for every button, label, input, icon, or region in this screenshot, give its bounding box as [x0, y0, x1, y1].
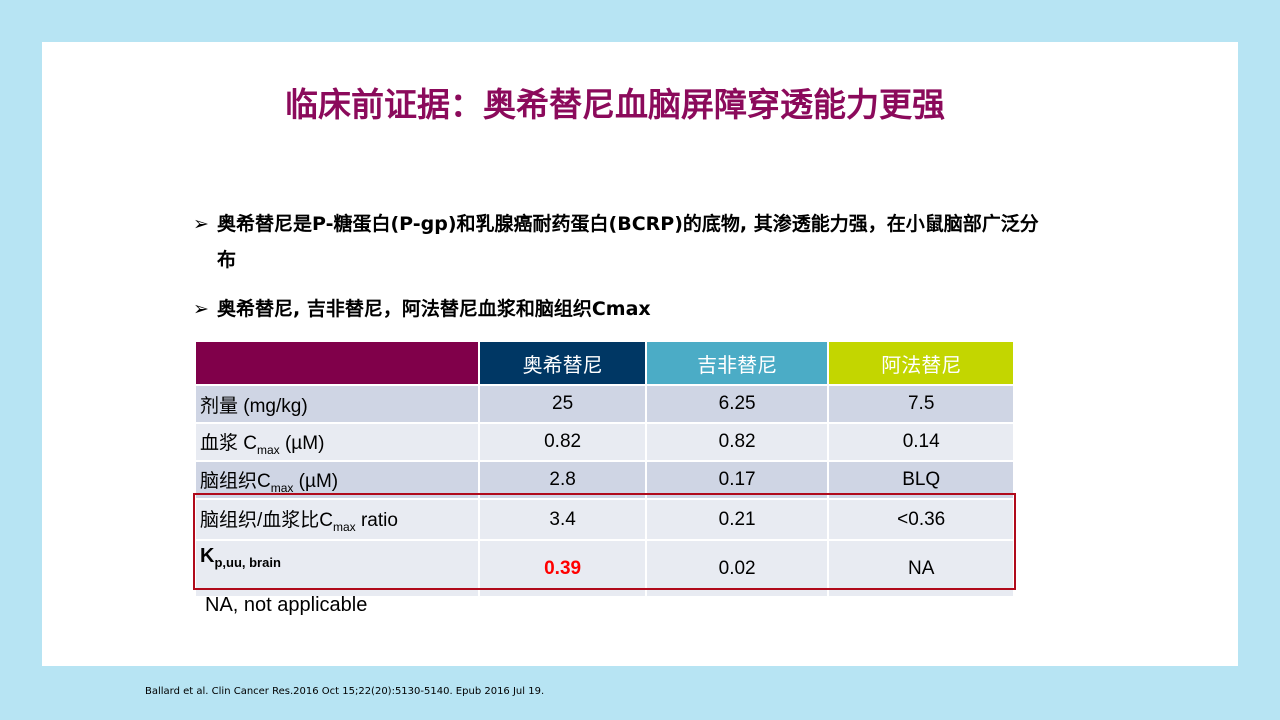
table-row: 血浆 Cmax (µM) 0.82 0.82 0.14: [193, 422, 1015, 462]
row-label: 脑组织/血浆比Cmax ratio: [193, 498, 481, 541]
row-label: 脑组织Cmax (µM): [193, 460, 481, 500]
cell: 2.8: [478, 460, 647, 500]
bullet-1: ➢ 奥希替尼是P-糖蛋白(P-gp)和乳腺癌耐药蛋白(BCRP)的底物, 其渗透能…: [193, 206, 1047, 278]
header-gefitinib: 吉非替尼: [644, 340, 830, 386]
cell: 0.17: [644, 460, 830, 500]
cell: <0.36: [827, 498, 1015, 541]
header-cell: [193, 340, 481, 386]
cell: 0.21: [644, 498, 830, 541]
header-afatinib: 阿法替尼: [827, 340, 1015, 386]
bullet-text: 奥希替尼是P-糖蛋白(P-gp)和乳腺癌耐药蛋白(BCRP)的底物, 其渗透能力…: [217, 213, 1039, 271]
cmax-table: 奥希替尼 吉非替尼 阿法替尼 剂量 (mg/kg) 25 6.25 7.5 血浆…: [193, 340, 1015, 598]
row-label: 剂量 (mg/kg): [193, 384, 481, 424]
table-row: 剂量 (mg/kg) 25 6.25 7.5: [193, 384, 1015, 424]
row-label: Kp,uu, brain: [193, 539, 481, 598]
slide-title: 临床前证据：奥希替尼血脑屏障穿透能力更强: [285, 85, 945, 124]
row-label: 血浆 Cmax (µM): [193, 422, 481, 462]
arrow-bullet-icon: ➢: [193, 298, 209, 320]
table-row: Kp,uu, brain 0.39 0.02 NA: [193, 539, 1015, 598]
bullet-2: ➢ 奥希替尼, 吉非替尼，阿法替尼血浆和脑组织Cmax: [193, 291, 1047, 327]
cell: NA: [827, 539, 1015, 598]
citation: Ballard et al. Clin Cancer Res.2016 Oct …: [145, 686, 545, 697]
cell: 7.5: [827, 384, 1015, 424]
table-row: 脑组织Cmax (µM) 2.8 0.17 BLQ: [193, 460, 1015, 500]
cell: 0.14: [827, 422, 1015, 462]
table-header-row: 奥希替尼 吉非替尼 阿法替尼: [193, 340, 1015, 386]
table-row: 脑组织/血浆比Cmax ratio 3.4 0.21 <0.36: [193, 498, 1015, 541]
cell: 0.82: [644, 422, 830, 462]
cell: 3.4: [478, 498, 647, 541]
cell: 25: [478, 384, 647, 424]
cell: BLQ: [827, 460, 1015, 500]
bullet-text: 奥希替尼, 吉非替尼，阿法替尼血浆和脑组织Cmax: [217, 298, 651, 320]
footnote: NA, not applicable: [205, 594, 368, 616]
cell: 0.02: [644, 539, 830, 598]
cell: 0.82: [478, 422, 647, 462]
header-osimertinib: 奥希替尼: [478, 340, 647, 386]
cell: 6.25: [644, 384, 830, 424]
highlight-cell: 0.39: [478, 539, 647, 598]
arrow-bullet-icon: ➢: [193, 213, 209, 235]
